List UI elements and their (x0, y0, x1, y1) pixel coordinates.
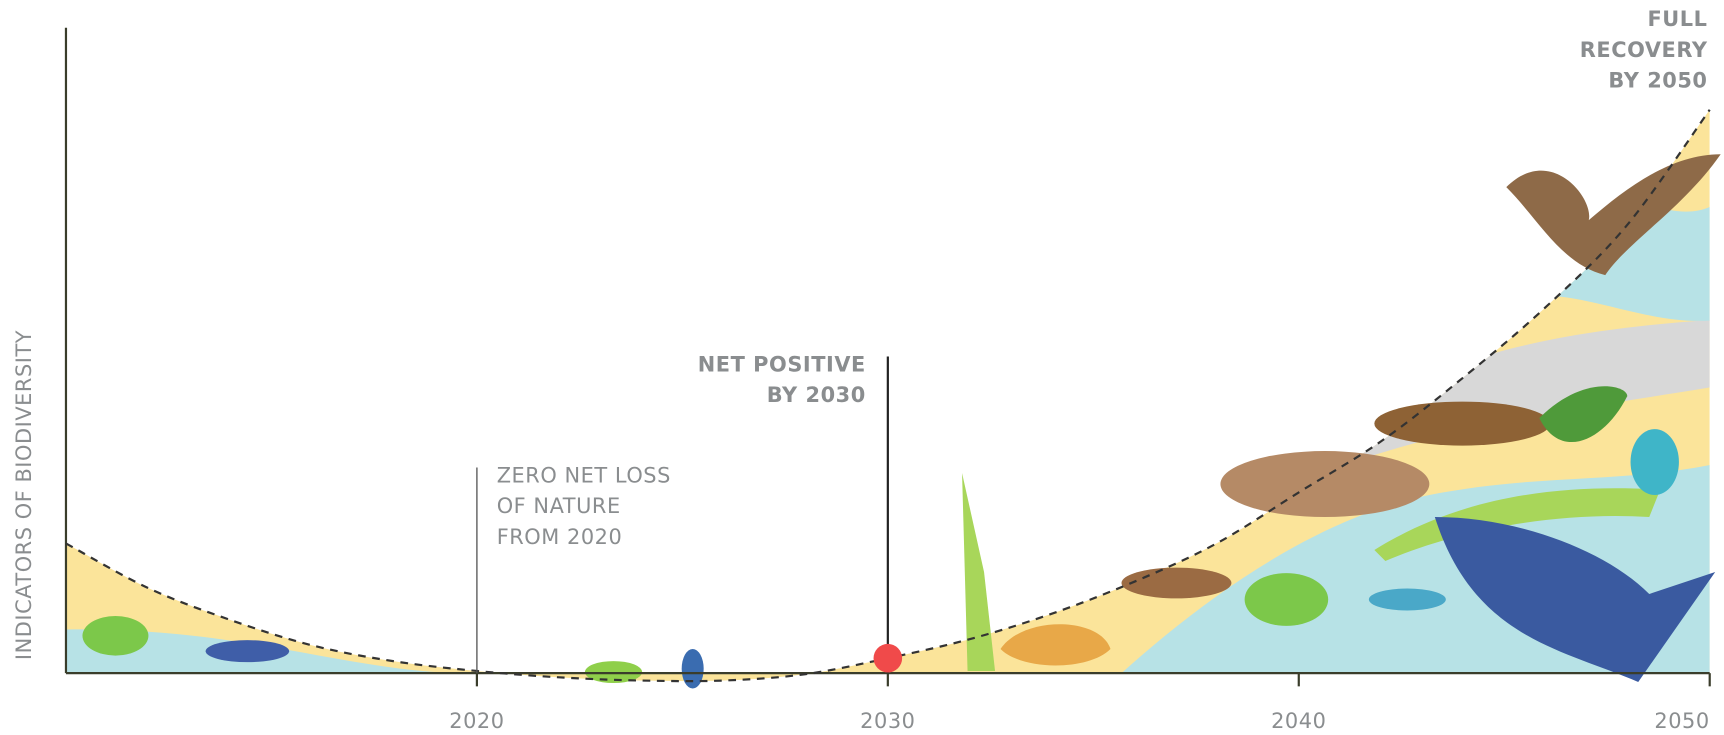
bird-icon (682, 649, 704, 689)
x-tick-label: 2020 (449, 709, 504, 733)
chart: INDICATORS OF BIODIVERSITY 2020 2030 2040 2… (0, 0, 1724, 735)
fish-icon (206, 640, 290, 662)
x-tick-label: 2040 (1271, 709, 1326, 733)
beaver-icon (1220, 451, 1429, 517)
milestone-label: FULL (1647, 7, 1707, 31)
otter-icon (1374, 402, 1550, 446)
milestone-label: RECOVERY (1580, 38, 1708, 62)
fish-icon (1369, 588, 1446, 610)
milestone-label: ZERO NET LOSS (497, 463, 671, 487)
bird-icon (1121, 568, 1231, 599)
milestone-label: OF NATURE (497, 494, 621, 518)
puffin-icon (1631, 429, 1679, 495)
frog-icon (1245, 573, 1329, 626)
x-tick-label: 2050 (1654, 709, 1709, 733)
y-axis-label: INDICATORS OF BIODIVERSITY (12, 330, 36, 660)
milestone-label: BY 2030 (767, 383, 866, 407)
x-tick-label: 2030 (860, 709, 915, 733)
frog-icon (82, 616, 148, 656)
grass-icon (962, 473, 995, 671)
milestone-label: NET POSITIVE (698, 352, 866, 376)
milestone-label: FROM 2020 (497, 525, 623, 549)
milestone-dot (874, 644, 903, 673)
milestone-label: BY 2050 (1608, 69, 1707, 93)
page: {"chart_data": { "type": "line", "y_labe… (0, 0, 1724, 735)
